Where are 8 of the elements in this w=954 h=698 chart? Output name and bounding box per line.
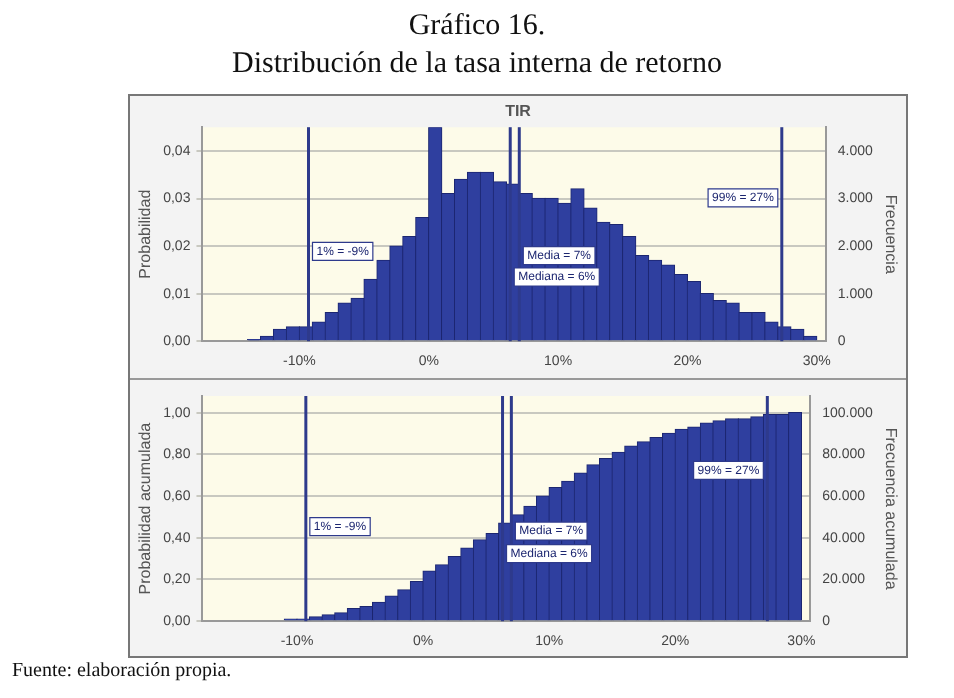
chart-title: Gráfico 16.: [406, 8, 548, 46]
y-axis-title: Probabilidad: [136, 189, 155, 279]
text: TIR: [505, 102, 532, 121]
source-note: Fuente: elaboración propia.: [12, 660, 232, 682]
chart-subtitle: Distribución de la tasa interna de retorno: [230, 46, 724, 84]
y2-axis-title: Frecuencia acumulada: [881, 427, 900, 591]
y2-axis-title: Frecuencia: [881, 194, 900, 275]
y-axis-title: Probabilidad acumulada: [136, 421, 155, 595]
